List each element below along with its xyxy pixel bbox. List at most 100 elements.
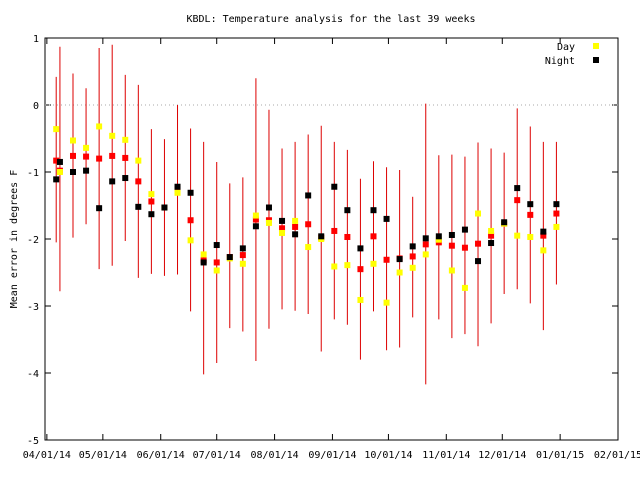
mean-point bbox=[370, 233, 377, 240]
day-point bbox=[279, 229, 286, 236]
night-point bbox=[135, 203, 142, 210]
mean-point bbox=[292, 223, 299, 230]
night-point bbox=[527, 201, 534, 208]
x-tick-label: 11/01/14 bbox=[422, 450, 470, 461]
day-point bbox=[357, 296, 364, 303]
day-point bbox=[56, 169, 63, 175]
day-point bbox=[422, 251, 429, 258]
night-point bbox=[200, 259, 207, 266]
day-point bbox=[396, 269, 403, 276]
chart-title: KBDL: Temperature analysis for the last … bbox=[187, 14, 476, 25]
mean-point bbox=[540, 232, 547, 239]
y-tick-label: 0 bbox=[33, 101, 39, 112]
night-point bbox=[83, 167, 90, 174]
night-point bbox=[475, 258, 482, 265]
day-point bbox=[53, 126, 60, 133]
night-point bbox=[265, 204, 272, 211]
night-point bbox=[344, 207, 351, 214]
day-point bbox=[370, 260, 377, 267]
x-tick-label: 05/01/14 bbox=[79, 450, 127, 461]
night-point bbox=[488, 240, 495, 247]
day-point bbox=[292, 217, 299, 224]
night-point bbox=[96, 205, 103, 212]
mean-point bbox=[488, 232, 495, 239]
legend: Day Night bbox=[545, 42, 599, 67]
mean-point bbox=[331, 227, 338, 234]
day-point bbox=[305, 244, 312, 251]
night-point bbox=[56, 158, 63, 165]
legend-label-night: Night bbox=[545, 56, 575, 67]
mean-point bbox=[83, 153, 90, 160]
day-point bbox=[409, 264, 416, 271]
mean-point bbox=[357, 266, 364, 273]
night-point bbox=[213, 242, 220, 249]
night-point bbox=[370, 207, 377, 214]
night-point bbox=[53, 176, 60, 183]
night-point bbox=[514, 185, 521, 192]
day-point bbox=[239, 260, 246, 267]
mean-point bbox=[239, 252, 246, 259]
day-point bbox=[383, 299, 390, 306]
night-point bbox=[122, 175, 129, 182]
mean-point bbox=[514, 197, 521, 204]
night-point bbox=[187, 189, 194, 196]
x-tick-label: 04/01/14 bbox=[23, 450, 71, 461]
x-tick-label: 01/01/15 bbox=[536, 450, 584, 461]
day-point bbox=[461, 284, 468, 291]
mean-point bbox=[475, 240, 482, 247]
day-point bbox=[135, 157, 142, 164]
day-point bbox=[527, 233, 534, 240]
day-point bbox=[488, 227, 495, 234]
mean-point bbox=[305, 221, 312, 228]
day-point bbox=[553, 223, 560, 230]
night-point bbox=[409, 243, 416, 250]
mean-point bbox=[109, 152, 116, 159]
night-point bbox=[305, 192, 312, 199]
night-point bbox=[448, 231, 455, 238]
night-point bbox=[383, 215, 390, 222]
night-point bbox=[435, 233, 442, 240]
y-tick-label: -3 bbox=[27, 302, 39, 313]
legend-marker-night bbox=[593, 57, 599, 63]
day-point bbox=[187, 237, 194, 244]
mean-point bbox=[122, 154, 129, 161]
mean-point bbox=[187, 217, 194, 224]
legend-marker-day bbox=[593, 43, 599, 49]
night-point bbox=[161, 204, 168, 211]
mean-point bbox=[69, 152, 76, 159]
day-point bbox=[475, 210, 482, 217]
night-point bbox=[331, 183, 338, 190]
mean-point bbox=[148, 198, 155, 205]
night-point bbox=[148, 211, 155, 218]
y-tick-label: -2 bbox=[27, 235, 39, 246]
night-point bbox=[239, 245, 246, 252]
day-point bbox=[83, 144, 90, 151]
day-point bbox=[265, 219, 272, 226]
day-point bbox=[344, 262, 351, 269]
night-point bbox=[396, 256, 403, 263]
mean-point bbox=[53, 157, 60, 164]
mean-point bbox=[252, 216, 259, 223]
day-point bbox=[148, 191, 155, 198]
x-tick-label: 06/01/14 bbox=[137, 450, 185, 461]
mean-point bbox=[344, 233, 351, 240]
y-axis-label: Mean error in degrees F bbox=[9, 170, 20, 308]
night-point bbox=[279, 217, 286, 224]
error-bars bbox=[55, 44, 557, 385]
x-tick-label: 08/01/14 bbox=[250, 450, 298, 461]
mean-point bbox=[461, 244, 468, 251]
mean-point bbox=[135, 178, 142, 185]
night-point bbox=[174, 183, 181, 190]
night-point bbox=[318, 233, 325, 240]
day-point bbox=[213, 267, 220, 274]
day-point bbox=[109, 132, 116, 139]
night-point bbox=[252, 223, 259, 230]
legend-label-day: Day bbox=[557, 42, 575, 53]
mean-point bbox=[213, 259, 220, 266]
night-point bbox=[540, 228, 547, 235]
day-point bbox=[331, 263, 338, 270]
day-point bbox=[448, 267, 455, 274]
mean-point bbox=[279, 225, 286, 232]
day-point bbox=[174, 189, 181, 196]
